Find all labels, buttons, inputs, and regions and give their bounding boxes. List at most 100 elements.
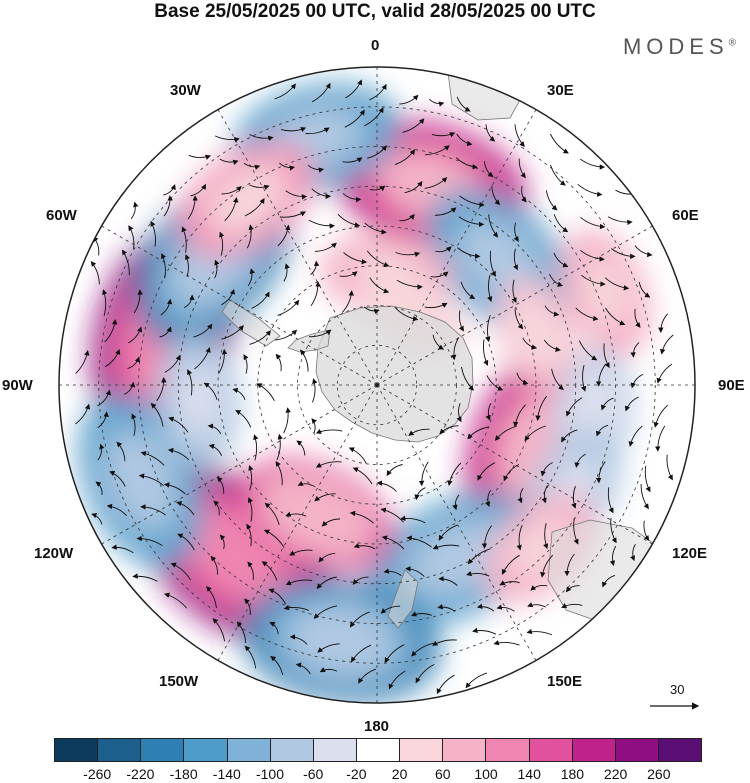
wind-arrow — [430, 271, 449, 278]
wind-arrow — [244, 198, 265, 217]
wind-arrow — [484, 489, 491, 508]
wind-arrow — [161, 253, 167, 279]
wind-arrow — [457, 247, 481, 259]
wind-arrow — [418, 461, 429, 487]
wind-arrow — [261, 561, 278, 581]
latitude-circle — [98, 106, 656, 664]
colorbar-swatch — [442, 739, 486, 761]
wind-arrow — [213, 500, 220, 516]
wind-arrow — [275, 329, 298, 341]
wind-arrow — [388, 670, 406, 690]
wind-arrow — [363, 306, 380, 315]
wind-arrow — [193, 323, 213, 338]
wind-arrow — [150, 402, 164, 427]
wind-arrow — [540, 554, 554, 578]
wind-arrow — [321, 518, 341, 527]
wind-arrow — [513, 222, 519, 242]
wind-arrow — [208, 443, 223, 456]
wind-arrow — [187, 369, 193, 396]
wind-arrow — [307, 164, 325, 173]
wind-arrow — [514, 308, 524, 330]
wind-arrow — [249, 184, 270, 190]
longitude-label-120e: 120E — [672, 545, 708, 562]
wind-arrow — [544, 305, 560, 317]
wind-arrow — [482, 339, 489, 366]
wind-arrow — [524, 425, 546, 442]
wind-arrow — [343, 252, 368, 265]
wind-arrow — [565, 397, 583, 417]
wind-arrow — [314, 493, 336, 502]
wind-arrow — [456, 96, 471, 112]
wind-arrow — [203, 382, 218, 400]
colorbar-swatch — [97, 739, 141, 761]
wind-arrow — [653, 404, 669, 428]
wind-arrow — [342, 193, 362, 203]
wind-arrow — [659, 334, 674, 355]
wind-arrow — [275, 460, 283, 486]
wind-arrow — [384, 644, 405, 664]
wind-arrow — [461, 366, 475, 391]
wind-arrow — [364, 107, 384, 127]
wind-arrow — [595, 363, 606, 387]
wind-arrow — [549, 273, 564, 287]
colorbar-tick-label: 220 — [603, 766, 628, 782]
longitude-label-120w: 120W — [34, 545, 74, 562]
wind-arrow — [564, 553, 575, 577]
wind-arrow — [216, 476, 225, 494]
wind-arrow — [315, 461, 342, 468]
wind-arrow — [573, 518, 579, 545]
wind-arrow — [415, 664, 435, 684]
wind-arrow — [124, 381, 136, 395]
wind-arrow — [314, 242, 337, 252]
wind-arrow — [604, 277, 630, 291]
wind-arrow — [318, 552, 336, 563]
wind-arrow — [487, 274, 493, 302]
map-boundary — [58, 66, 696, 704]
wind-arrow — [104, 319, 118, 343]
anomaly-blob — [176, 365, 221, 436]
wind-arrow — [219, 231, 225, 256]
colorbar-swatch — [614, 739, 658, 761]
longitude-label-60e: 60E — [672, 207, 699, 224]
wind-arrow — [210, 555, 218, 575]
wind-arrow — [263, 529, 285, 548]
colorbar-tick-label: 140 — [517, 766, 541, 782]
wind-arrow — [628, 425, 643, 447]
wind-arrow — [600, 397, 614, 411]
wind-arrow — [249, 134, 274, 141]
wind-arrow — [345, 79, 363, 99]
colorbar-tick-label: 260 — [647, 766, 671, 782]
wind-arrow — [535, 395, 548, 421]
colorbar-swatch — [312, 739, 356, 761]
wind-arrow — [132, 573, 158, 582]
wind-arrow — [438, 576, 458, 586]
wind-arrow — [634, 308, 641, 328]
wind-arrow — [264, 502, 280, 526]
wind-arrow — [493, 640, 520, 646]
wind-arrow — [168, 416, 189, 433]
wind-arrow — [243, 354, 249, 374]
wind-arrow — [411, 611, 432, 617]
wind-arrow — [90, 260, 100, 285]
wind-arrow — [205, 586, 217, 609]
wind-arrow — [530, 585, 548, 591]
wind-arrow — [277, 224, 291, 247]
wind-arrow — [127, 356, 141, 370]
wind-arrow — [248, 464, 254, 491]
wind-arrow — [465, 672, 488, 689]
wind-arrow — [160, 298, 173, 316]
wind-arrow — [380, 605, 401, 614]
anomaly-blob — [288, 607, 394, 675]
wind-arrow — [369, 277, 390, 294]
wind-arrow — [527, 602, 546, 608]
wind-arrow — [551, 368, 564, 391]
wind-arrow — [601, 574, 616, 588]
wind-arrow — [176, 501, 195, 516]
wind-arrow — [595, 424, 609, 437]
wind-arrow — [280, 127, 307, 133]
wind-arrow — [221, 325, 244, 340]
wind-arrow — [432, 334, 445, 350]
wind-arrow — [634, 245, 653, 258]
wind-arrow — [630, 342, 640, 358]
wind-arrow — [629, 543, 636, 562]
